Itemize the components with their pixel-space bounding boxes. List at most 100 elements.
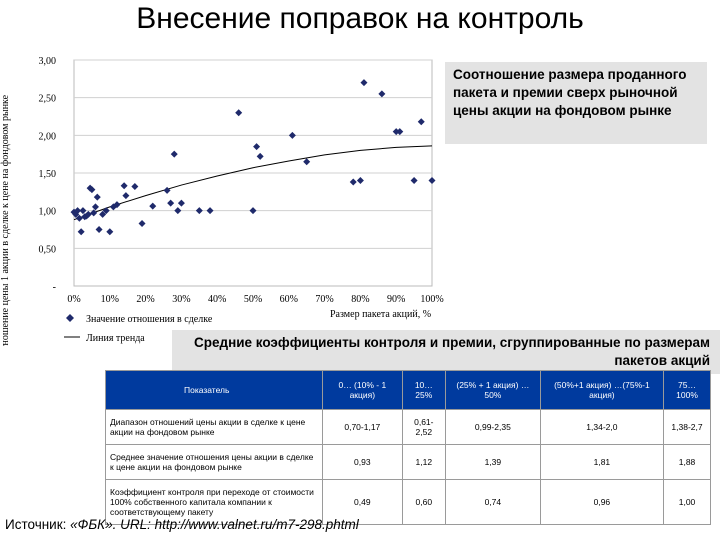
- y-tick-label: 0,50: [39, 244, 57, 255]
- data-point: [428, 177, 436, 185]
- data-point: [122, 192, 130, 200]
- legend-label-points: Значение отношения в сделке: [86, 314, 213, 325]
- table-row: Диапазон отношений цены акции в сделке к…: [105, 409, 711, 445]
- row-label: Среднее значение отношения цены акции в …: [105, 444, 323, 480]
- legend-marker-diamond: [66, 314, 74, 322]
- data-point: [149, 202, 157, 210]
- data-point: [113, 201, 121, 209]
- data-point: [256, 152, 264, 160]
- table-cell: 1,12: [401, 444, 446, 480]
- header-cell: Показатель: [105, 370, 323, 410]
- y-tick-labels: - 0,50 1,00 1,50 2,00 2,50 3,00: [39, 56, 57, 293]
- y-tick-label: -: [53, 282, 56, 293]
- data-point: [410, 177, 418, 185]
- data-points: [70, 79, 436, 236]
- row-label: Коэффициент контроля при переходе от сто…: [105, 479, 323, 525]
- trend-line: [73, 145, 433, 221]
- x-tick-label: 0%: [67, 294, 80, 305]
- x-tick-label: 60%: [280, 294, 298, 305]
- source-prefix: Источник:: [5, 517, 71, 532]
- data-point: [91, 203, 99, 211]
- table-caption: Средние коэффициенты контроля и премии, …: [172, 330, 720, 374]
- x-tick-label: 10%: [101, 294, 119, 305]
- x-tick-label: 70%: [315, 294, 333, 305]
- table-cell: 0,60: [401, 479, 446, 525]
- table-cell: 0,74: [444, 479, 541, 525]
- x-tick-label: 90%: [387, 294, 405, 305]
- data-point: [120, 182, 128, 190]
- table-row: Среднее значение отношения цены акции в …: [105, 444, 711, 480]
- table-cell: 1,00: [663, 479, 711, 525]
- data-point: [288, 131, 296, 139]
- header-cell: 75…100%: [663, 370, 711, 410]
- table-cell: 1,34-2,0: [539, 409, 665, 445]
- table-cell: 0,96: [539, 479, 665, 525]
- data-point: [206, 207, 214, 215]
- data-point: [77, 228, 85, 236]
- y-tick-label: 1,50: [39, 169, 57, 180]
- x-tick-label: 30%: [172, 294, 190, 305]
- y-tick-label: 1,00: [39, 207, 57, 218]
- data-point: [167, 199, 175, 207]
- header-cell: (50%+1 акция) …(75%-1 акция): [539, 370, 665, 410]
- data-point: [102, 207, 110, 215]
- data-point: [195, 207, 203, 215]
- table-cell: 0,61-2,52: [401, 409, 446, 445]
- y-tick-label: 2,00: [39, 131, 57, 142]
- data-point: [74, 207, 82, 215]
- legend: Значение отношения в сделке Линия тренда: [64, 314, 213, 344]
- data-point: [349, 178, 357, 186]
- header-cell: 0… (10% - 1 акция): [322, 370, 403, 410]
- table-cell: 1,39: [444, 444, 541, 480]
- data-point: [392, 128, 400, 136]
- table-cell: 1,81: [539, 444, 665, 480]
- data-point: [253, 143, 261, 151]
- table-cell: 0,93: [322, 444, 403, 480]
- y-tick-label: 2,50: [39, 94, 57, 105]
- legend-label-trend: Линия тренда: [86, 333, 145, 344]
- data-point: [303, 158, 311, 166]
- data-point: [88, 186, 96, 194]
- header-cell: (25% + 1 акция) … 50%: [444, 370, 541, 410]
- data-point: [84, 210, 92, 218]
- data-point: [99, 210, 107, 218]
- x-tick-label: 40%: [208, 294, 226, 305]
- data-point: [174, 207, 182, 215]
- y-tick-label: 3,00: [39, 56, 57, 67]
- table-cell: 1,88: [663, 444, 711, 480]
- data-point: [170, 150, 178, 158]
- data-point: [177, 199, 185, 207]
- data-point: [235, 109, 243, 117]
- data-point: [396, 128, 404, 136]
- table-row: Коэффициент контроля при переходе от сто…: [105, 479, 711, 525]
- x-tick-label: 80%: [351, 294, 369, 305]
- data-point: [138, 219, 146, 227]
- table-cell: 0,49: [322, 479, 403, 525]
- y-axis-label: Отношение цены 1 акции в сделке к цене н…: [0, 94, 11, 346]
- data-point: [75, 214, 83, 222]
- header-cell: 10…25%: [401, 370, 446, 410]
- data-point: [106, 228, 114, 236]
- data-point: [93, 193, 101, 201]
- x-tick-label: 50%: [244, 294, 262, 305]
- data-point: [378, 90, 386, 98]
- source-link-text: «ФБК». URL: http://www.valnet.ru/m7-298.…: [70, 517, 359, 532]
- x-tick-labels: 0% 10% 20% 30% 40% 50% 60% 70% 80% 90% 100%: [67, 294, 443, 305]
- coefficients-table: Показатель 0… (10% - 1 акция) 10…25% (25…: [105, 370, 711, 525]
- table-header-row: Показатель 0… (10% - 1 акция) 10…25% (25…: [105, 370, 711, 410]
- scatter-chart: Отношение цены 1 акции в сделке к цене н…: [0, 46, 445, 346]
- x-tick-label: 100%: [420, 294, 443, 305]
- x-axis-label: Размер пакета акций, %: [330, 309, 431, 320]
- source-note: Источник: «ФБК». URL: http://www.valnet.…: [5, 517, 359, 532]
- data-point: [356, 177, 364, 185]
- data-point: [360, 79, 368, 87]
- chart-caption: Соотношение размера проданного пакета и …: [445, 62, 707, 144]
- table-cell: 0,99-2,35: [444, 409, 541, 445]
- data-point: [131, 183, 139, 191]
- slide-title: Внесение поправок на контроль: [136, 2, 584, 35]
- data-point: [90, 209, 98, 217]
- data-point: [95, 226, 103, 233]
- x-tick-label: 20%: [136, 294, 154, 305]
- data-point: [163, 186, 171, 194]
- table-cell: 0,70-1,17: [322, 409, 403, 445]
